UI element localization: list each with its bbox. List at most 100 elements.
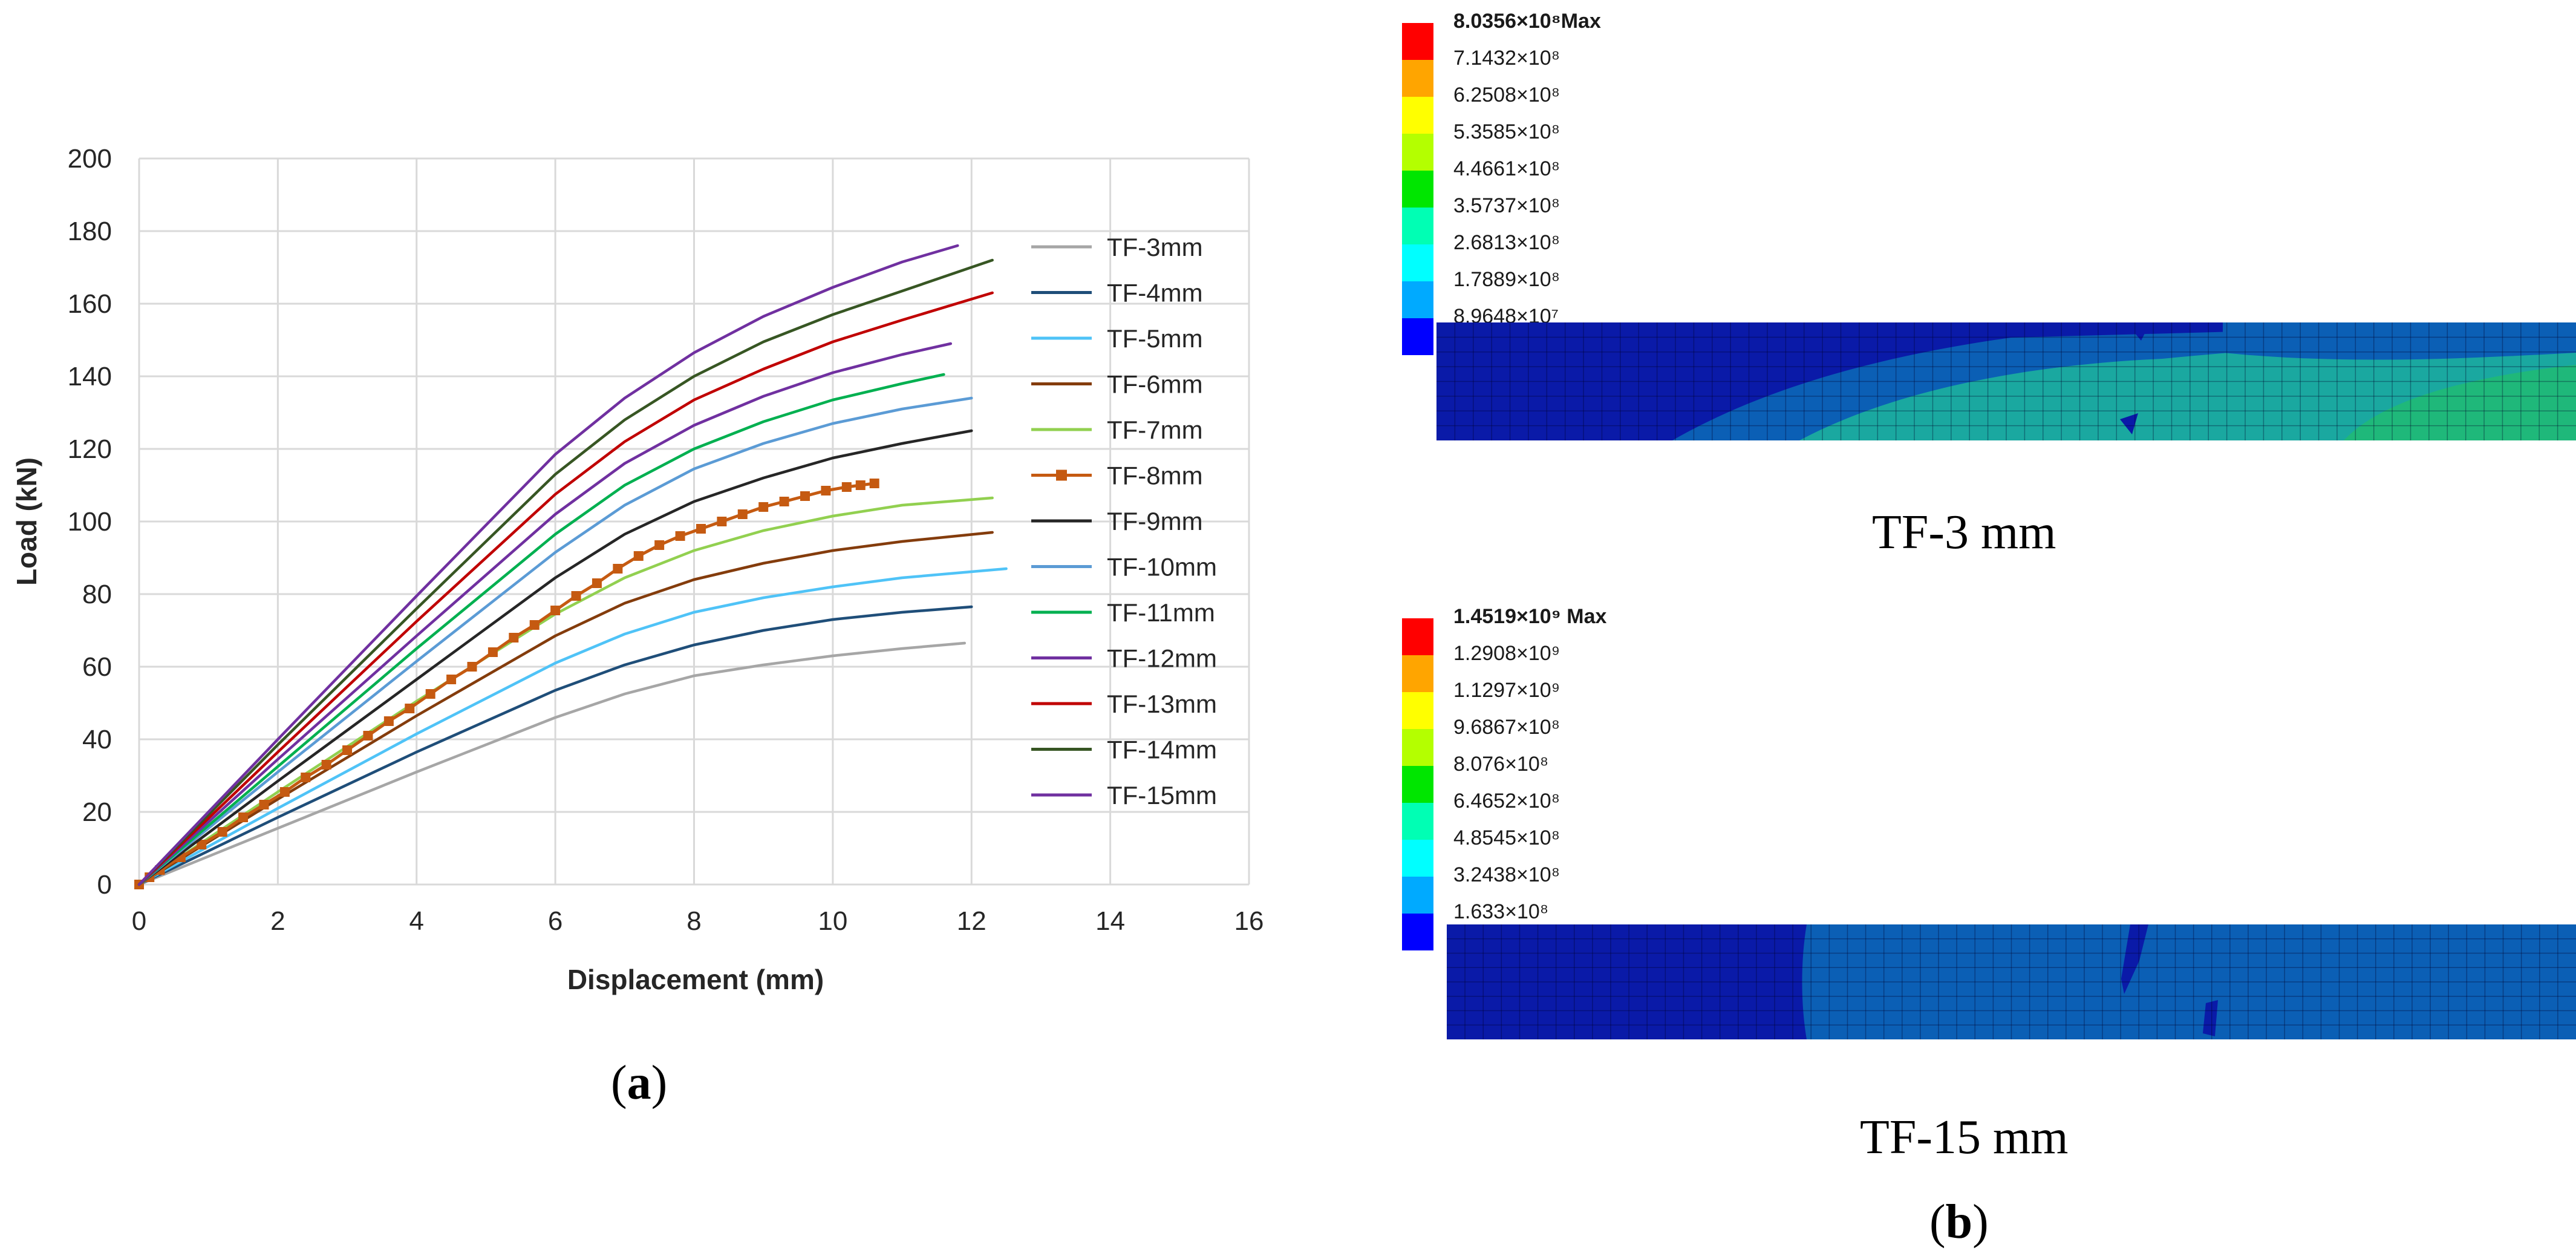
colorbar-label: 9.6867×10⁸: [1453, 716, 1560, 739]
legend-label-TF-4mm: TF-4mm: [1107, 279, 1203, 307]
series-marker-TF-8mm: [467, 662, 477, 672]
series-marker-TF-8mm: [259, 800, 269, 809]
legend-label-TF-8mm: TF-8mm: [1107, 462, 1203, 490]
colorbar-label: 3.5737×10⁸: [1453, 194, 1560, 217]
y-tick-label: 0: [97, 870, 112, 900]
colorbar-swatch: [1402, 840, 1433, 877]
series-marker-TF-8mm: [279, 787, 290, 797]
x-axis-label: Displacement (mm): [567, 964, 824, 995]
series-line-TF-3mm: [137, 641, 967, 886]
series-marker-TF-8mm: [217, 827, 227, 837]
legend-label-TF-12mm: TF-12mm: [1107, 644, 1217, 673]
legend-label-TF-14mm: TF-14mm: [1107, 736, 1217, 764]
legend-label-TF-5mm: TF-5mm: [1107, 324, 1203, 353]
colorbar-swatch: [1402, 914, 1433, 950]
colorbar-label: 1.7889×10⁸: [1453, 268, 1560, 291]
mesh-top-mid-band: [2223, 322, 2576, 360]
y-tick-label: 40: [82, 725, 112, 754]
series-line-TF-4mm: [137, 605, 973, 886]
series-line-TF-6mm: [137, 531, 994, 886]
contour-top-title: TF-3 mm: [1872, 506, 2056, 559]
x-tick-label: 14: [1095, 906, 1125, 936]
legend-label-TF-7mm: TF-7mm: [1107, 416, 1203, 444]
y-tick-label: 120: [68, 434, 112, 464]
mesh-top-grid: [1436, 322, 2576, 440]
series-line-TF-11mm: [137, 373, 945, 886]
legend-label-TF-9mm: TF-9mm: [1107, 507, 1203, 535]
colorbar-swatch: [1402, 23, 1433, 60]
mesh-bottom-dark-region: [1447, 924, 1807, 1039]
load-displacement-chart: 0 20 40 60 80 100 120 140 160 180 200 0 2 4 6 8 10 12 14 16…: [11, 144, 1264, 995]
x-tick-label: 2: [270, 906, 285, 936]
series-marker-TF-8mm: [342, 745, 353, 755]
colorbar-swatch: [1402, 171, 1433, 208]
panel-b-contours: 8.0356×10⁸Max 7.1432×10⁸ 6.2508×10⁸ 5.3585×…: [1379, 0, 2576, 1259]
series-marker-TF-8mm: [321, 760, 331, 770]
legend-label-TF-15mm: TF-15mm: [1107, 781, 1217, 809]
series-line-TF-10mm: [137, 396, 973, 886]
colorbar-label: 4.8545×10⁸: [1453, 826, 1560, 849]
series-marker-TF-8mm: [737, 509, 748, 519]
y-tick-label: 60: [82, 652, 112, 682]
y-tick-label: 160: [68, 289, 112, 319]
series-marker-TF-8mm: [613, 564, 623, 574]
colorbar-swatch: [1402, 803, 1433, 840]
legend-label-TF-3mm: TF-3mm: [1107, 233, 1203, 261]
colorbar-swatch: [1402, 134, 1433, 171]
colorbar-label: 8.0356×10⁸Max: [1453, 10, 1601, 33]
series-marker-TF-8mm: [869, 479, 879, 488]
series-line-TF-7mm: [137, 496, 994, 886]
panel-a-label: (a): [611, 1056, 668, 1110]
mesh-bottom-grid: [1447, 924, 2576, 1039]
series-marker-TF-8mm: [487, 647, 498, 657]
series-marker-TF-8mm: [446, 675, 457, 684]
colorbar-swatch: [1402, 208, 1433, 244]
mesh-top-dark-spot-2: [2120, 413, 2138, 434]
x-tick-label: 16: [1234, 906, 1264, 936]
y-tick-label: 80: [82, 580, 112, 609]
series-line-TF-15mm: [137, 244, 959, 886]
series-marker-TF-8mm: [633, 551, 644, 561]
series-line-TF-14mm: [137, 258, 994, 886]
colorbar-swatch: [1402, 877, 1433, 914]
colorbar-label: 1.1297×10⁹: [1453, 679, 1560, 702]
series-marker-TF-8mm: [550, 606, 561, 615]
y-tick-label: 180: [68, 217, 112, 246]
y-tick-label: 100: [68, 507, 112, 537]
series-line-TF-5mm: [137, 567, 1008, 886]
legend-label-TF-10mm: TF-10mm: [1107, 553, 1217, 581]
colorbar-label: 3.2438×10⁸: [1453, 863, 1560, 886]
colorbar-swatch: [1402, 281, 1433, 318]
legend-label-TF-6mm: TF-6mm: [1107, 370, 1203, 399]
mesh-contour-top: [1436, 322, 2576, 440]
colorbar-label: 6.4652×10⁸: [1453, 790, 1560, 813]
colorbar-swatch: [1402, 244, 1433, 281]
colorbar-swatch: [1402, 60, 1433, 97]
legend-label-TF-11mm: TF-11mm: [1107, 598, 1215, 627]
mesh-top-dark-spot-1: [2126, 322, 2150, 341]
series-marker-TF-8mm: [696, 524, 706, 534]
y-axis-label: Load (kN): [11, 457, 42, 586]
colorbar-swatch: [1402, 766, 1433, 803]
mesh-contour-bottom: [1447, 924, 2576, 1039]
colorbar-label: 8.076×10⁸: [1453, 753, 1549, 776]
series-marker-TF-8mm: [779, 497, 789, 506]
legend-marker-TF-8mm: [1056, 469, 1067, 481]
colorbar-label: 2.6813×10⁸: [1453, 231, 1560, 254]
series-marker-TF-8mm: [758, 502, 769, 512]
series-marker-TF-8mm: [363, 731, 373, 741]
series-line-TF-9mm: [137, 429, 973, 886]
x-tick-label: 12: [957, 906, 986, 936]
contour-bottom-title: TF-15 mm: [1860, 1111, 2069, 1164]
colorbar-label: 7.1432×10⁸: [1453, 47, 1560, 70]
series-line-TF-12mm: [137, 342, 953, 886]
series-marker-TF-8mm: [654, 540, 665, 550]
colorbar-swatch: [1402, 729, 1433, 766]
series-marker-TF-8mm: [383, 716, 394, 726]
series-marker-TF-8mm: [197, 840, 207, 849]
y-tick-label: 20: [82, 797, 112, 827]
series-marker-TF-8mm: [717, 517, 727, 526]
series-marker-TF-8mm: [675, 531, 685, 541]
panel-a-chart: 0 20 40 60 80 100 120 140 160 180 200 0 2 4 6 8 10 12 14 16…: [11, 144, 1264, 1110]
colorbar-label: 6.2508×10⁸: [1453, 83, 1560, 106]
